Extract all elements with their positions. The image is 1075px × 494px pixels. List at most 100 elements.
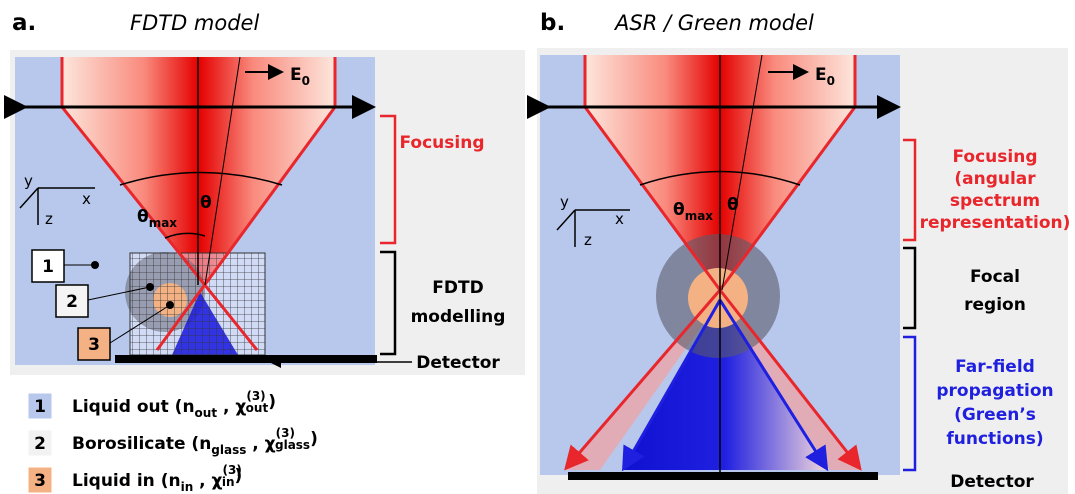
arc xyxy=(164,232,206,239)
farfield-label: Far-field propagation (Green’s functions) xyxy=(936,357,1053,449)
theta: θ xyxy=(200,193,212,213)
legend-text: Liquid out (nout , χ(3) out) xyxy=(72,389,276,420)
legend-part: glass xyxy=(275,438,310,452)
modelling-label: FDTD xyxy=(432,278,483,298)
legend-part: in xyxy=(181,480,194,494)
bracket xyxy=(903,138,917,242)
legend-part: ) xyxy=(234,466,242,486)
t: 0 xyxy=(827,74,835,88)
legend-number: 1 xyxy=(34,397,46,417)
modelling-label: modelling xyxy=(411,307,506,327)
legend-part: out xyxy=(246,401,269,415)
axis-z: z xyxy=(45,210,53,228)
detector-label: Detector xyxy=(416,353,500,373)
axis-z: z xyxy=(584,231,592,249)
legend-swatch xyxy=(27,466,53,494)
droplet xyxy=(688,268,748,328)
legend-text: Borosilicate (nglass , χ(3) glass) xyxy=(72,426,318,457)
legend-part: Liquid in (n xyxy=(72,471,181,491)
label-line: functions) xyxy=(946,429,1043,449)
arc xyxy=(639,170,801,186)
focusing-label: Focusing xyxy=(400,133,485,153)
pointer xyxy=(87,286,151,301)
pointer-dot xyxy=(166,301,174,309)
field-label: E0 xyxy=(815,65,835,88)
panel-a: a. FDTD model E0 θmax θ y x z 1 2 3 xyxy=(4,10,525,375)
axis-x: x xyxy=(82,190,91,208)
panel-label: a. xyxy=(12,10,36,36)
legend-part: (3) xyxy=(223,463,242,477)
marker-box xyxy=(77,327,111,361)
axes xyxy=(19,187,95,225)
theta-max: θmax xyxy=(137,207,177,230)
legend-part: ) xyxy=(268,392,276,412)
theta-max: θmax xyxy=(673,200,713,223)
ray xyxy=(718,299,829,472)
ray xyxy=(622,299,722,472)
panel-title: ASR / Green model xyxy=(613,11,814,35)
far-beam xyxy=(565,290,860,470)
ray xyxy=(718,289,862,471)
label-line: region xyxy=(964,295,1026,315)
arc xyxy=(119,171,283,186)
t: max xyxy=(685,209,714,223)
panel-title: FDTD model xyxy=(130,11,259,35)
far-field xyxy=(622,300,828,470)
axes xyxy=(556,209,630,247)
pointer xyxy=(109,304,171,344)
legend-part: glass xyxy=(211,443,246,457)
panel-b: b. ASR / Green model E0 θmax θ y x z Foc… xyxy=(527,10,1071,494)
legend-part: out xyxy=(195,406,218,420)
legend-part: (3) xyxy=(246,389,265,403)
panel-label: b. xyxy=(540,10,565,36)
legend-part: (3) xyxy=(276,426,295,440)
t: θ xyxy=(137,207,149,227)
legend-text: Liquid in (nin , χ(3) in) xyxy=(72,463,242,494)
label-line: propagation xyxy=(936,381,1053,401)
t: 0 xyxy=(302,74,310,88)
label-line: Far-field xyxy=(955,357,1035,377)
legend-part: Borosilicate (n xyxy=(72,434,211,454)
pointer-dot xyxy=(91,261,99,269)
marker-box xyxy=(55,284,89,318)
marker-box xyxy=(31,249,65,283)
detector-bar xyxy=(568,472,878,480)
label-line: Focusing xyxy=(953,147,1038,167)
detector-label: Detector xyxy=(950,472,1034,492)
ray xyxy=(564,289,722,471)
detector-bar xyxy=(115,355,377,363)
label-line: (angular xyxy=(954,169,1036,189)
legend-number: 3 xyxy=(34,471,46,491)
t: E xyxy=(815,65,827,85)
legend-swatch xyxy=(27,429,53,457)
t: θ xyxy=(673,200,685,220)
axis-y: y xyxy=(560,193,569,211)
marker: 1 xyxy=(42,257,54,277)
bracket xyxy=(380,114,397,245)
label-line: (Green’s xyxy=(954,405,1036,425)
marker: 2 xyxy=(66,292,78,312)
legend-part: , χ xyxy=(193,471,222,491)
legend-part: , χ xyxy=(246,434,275,454)
t: E xyxy=(290,65,302,85)
field-label: E0 xyxy=(290,65,310,88)
legend-number: 2 xyxy=(34,434,46,454)
legend-part: , χ xyxy=(217,397,246,417)
legend-part: Liquid out (n xyxy=(72,397,195,417)
axis-y: y xyxy=(24,172,33,190)
label-line: Focal xyxy=(970,267,1020,287)
bracket xyxy=(903,246,917,330)
bracket xyxy=(903,335,917,472)
theta: θ xyxy=(727,195,739,215)
legend: 1 Liquid out (nout , χ(3) out)2 Borosilicat… xyxy=(27,389,318,494)
legend-swatch xyxy=(27,392,53,420)
t: max xyxy=(149,216,178,230)
label-line: spectrum xyxy=(950,191,1040,211)
focal-label: Focal region xyxy=(964,267,1026,315)
label-line: representation) xyxy=(920,213,1071,233)
axis-x: x xyxy=(615,210,624,228)
marker: 3 xyxy=(88,335,100,355)
legend-part: in xyxy=(222,475,235,489)
